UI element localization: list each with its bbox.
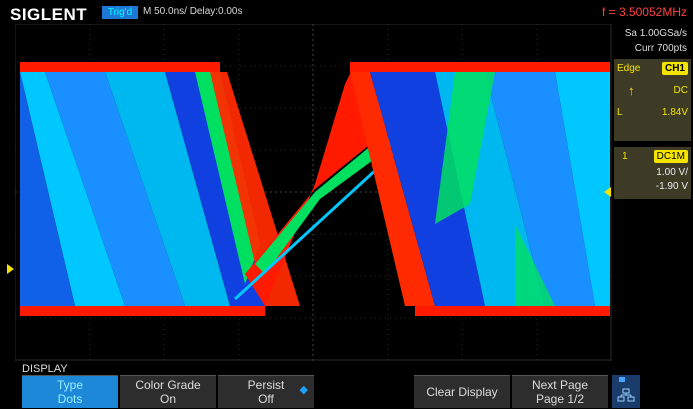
softkey-color-grade[interactable]: Color Grade On	[120, 375, 216, 408]
trigger-level-label: L	[617, 107, 623, 118]
right-info-panel: Sa 1.00GSa/s Curr 700pts Edge CH1 ↑ DC L…	[612, 24, 693, 361]
trace-fan-8	[485, 72, 595, 306]
trace-fan-5	[20, 72, 75, 306]
softkey-persist[interactable]: Persist Off ◆	[218, 375, 314, 408]
trace-fan-2	[45, 72, 185, 306]
softkey-value: Page 1/2	[535, 392, 585, 406]
softkey-empty[interactable]	[316, 375, 412, 408]
softkey-menu: DISPLAY Type Dots Color Grade On Persist…	[0, 361, 693, 408]
sample-rate: Sa 1.00GSa/s	[624, 28, 687, 39]
trace-high-right	[350, 62, 610, 72]
softkey-next-page[interactable]: Next Page Page 1/2	[512, 375, 608, 408]
trace-green-right	[435, 72, 495, 224]
softkey-value: Dots	[57, 392, 83, 406]
softkey-label: Color Grade	[135, 378, 201, 392]
brand-logo: SIGLENT	[10, 5, 88, 24]
trace-green-right-low	[515, 224, 555, 306]
channel1-info-box[interactable]: 1 DC1M 1.00 V/ -1.90 V	[614, 147, 691, 199]
eye-pattern	[20, 62, 610, 316]
softkey-label: Persist	[247, 378, 285, 392]
frequency-counter: f = 3.50052MHz	[601, 5, 687, 19]
channel1-offset-marker-icon[interactable]	[7, 264, 14, 274]
softkey-label: Type	[56, 378, 83, 392]
softkey-type[interactable]: Type Dots	[22, 375, 118, 408]
trace-low-right	[415, 306, 610, 316]
waveform-plot	[15, 24, 612, 361]
softkey-value: On	[159, 392, 176, 406]
trace-fan-1	[20, 72, 125, 306]
top-status-bar: SIGLENT Trig'd M 50.0ns/ Delay:0.00s f =…	[0, 0, 693, 24]
trigger-level-marker-icon[interactable]	[604, 187, 611, 197]
knob-select-icon: ◆	[299, 384, 308, 396]
trace-crossing-green	[255, 134, 395, 274]
trace-fan-9	[555, 72, 610, 306]
memory-depth: Curr 700pts	[634, 43, 687, 54]
rising-edge-icon: ↑	[628, 83, 635, 98]
waveform-display	[15, 24, 612, 361]
trigger-coupling: DC	[673, 85, 688, 96]
trigger-source: CH1	[661, 62, 688, 75]
trigger-level-value: 1.84V	[661, 107, 688, 118]
trace-low-left	[20, 306, 265, 316]
softkey-value: Off	[258, 392, 274, 406]
network-status-icon	[612, 375, 640, 408]
channel-number: 1	[622, 151, 628, 162]
trace-fan-6	[370, 72, 485, 306]
timebase-readout: M 50.0ns/ Delay:0.00s	[143, 6, 243, 17]
softkey-clear-display[interactable]: Clear Display	[414, 375, 510, 408]
channel-coupling: DC1M	[653, 150, 688, 163]
trigger-info-box[interactable]: Edge CH1 ↑ DC L 1.84V	[614, 59, 691, 141]
channel-offset: -1.90 V	[655, 181, 688, 192]
channel-scale: 1.00 V/	[656, 167, 688, 178]
trigger-type: Edge	[617, 63, 641, 74]
trace-green-left	[195, 72, 260, 284]
trace-high-left	[20, 62, 220, 72]
softkey-label: Next Page	[531, 378, 589, 392]
trace-fan-3	[105, 72, 230, 306]
trigger-status-badge: Trig'd	[102, 6, 138, 19]
softkey-label: Clear Display	[426, 385, 498, 399]
menu-title: DISPLAY	[22, 363, 68, 375]
trace-transition-right	[350, 72, 435, 306]
